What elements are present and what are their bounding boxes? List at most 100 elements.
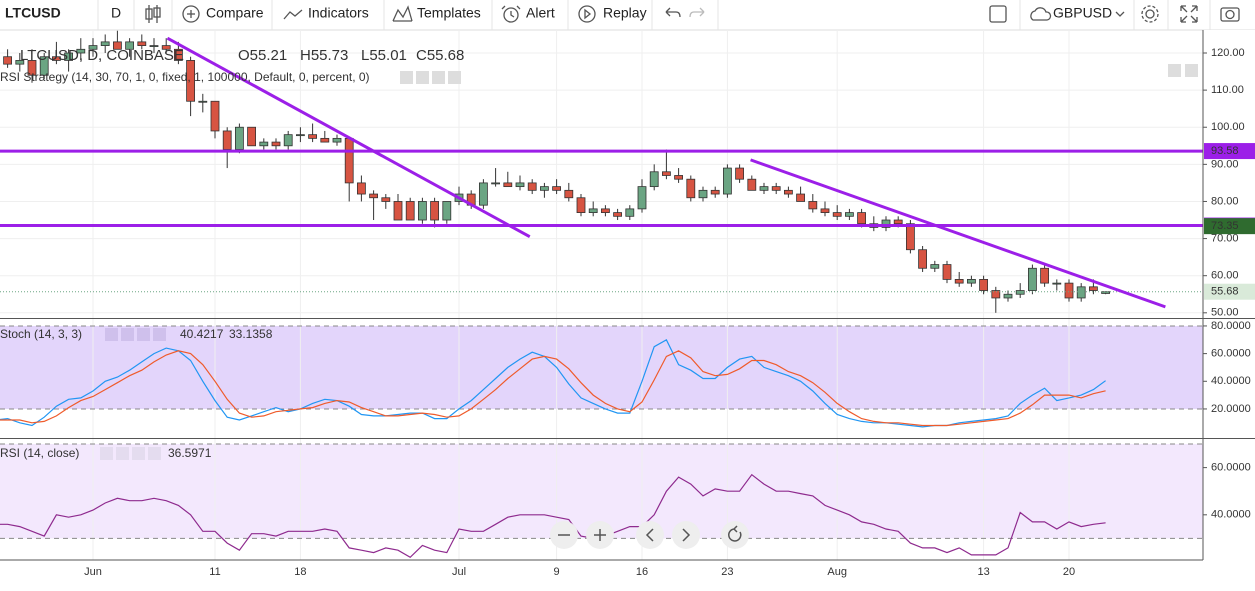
x-tick-label: 9 [554,566,560,578]
candle-body [88,45,98,50]
strategy-buttons[interactable] [400,71,461,84]
candle-body [344,137,354,184]
ohlc-open: O55.21 [238,47,287,64]
candle-body [674,175,683,180]
interval[interactable]: D [111,5,121,21]
y-tick-label: 80.00 [1211,195,1239,207]
candle-body [381,197,391,202]
fullscreen-icon[interactable] [1180,5,1198,23]
alert-button[interactable]: Alert [526,5,555,21]
candle-body [503,182,513,188]
candle-body [491,182,501,185]
snapshot-icon[interactable] [1220,7,1240,22]
candle-body [515,182,525,188]
candle-body [430,201,440,221]
indicators-button[interactable]: Indicators [308,5,369,21]
candle-body [1003,293,1013,299]
y-tick-label: 60.0000 [1211,348,1251,360]
trend-line [166,36,531,239]
zoom-out-button[interactable] [550,521,578,549]
settings-icon[interactable] [1141,5,1159,23]
y-tick-label: 70.00 [1211,232,1239,244]
currency[interactable]: GBPUSD [1053,5,1112,21]
stoch-buttons[interactable] [105,328,166,341]
candle-body [393,201,403,221]
indicators-icon[interactable] [283,9,303,20]
x-tick-label: Jul [452,566,466,578]
candle-body [271,141,281,147]
candle-body [100,41,110,46]
candle-body [552,186,561,191]
rsi-value: 36.5971 [168,446,212,460]
candle-body [1064,282,1074,299]
candle-body [784,189,793,195]
y-tick-label: 110.00 [1211,84,1244,96]
candle-body [747,178,757,191]
rsi-buttons[interactable] [100,447,161,460]
candle-body [39,56,49,76]
navigation-buttons [550,521,749,549]
y-tick-label: 40.0000 [1211,375,1251,387]
templates-icon[interactable] [392,5,413,22]
x-tick-label: 11 [209,566,220,578]
candle-body [613,212,622,217]
chart-style-icon[interactable] [145,5,161,23]
scroll-left-button[interactable] [636,521,664,549]
currency-icon[interactable] [1030,7,1052,21]
candle-body [283,134,293,147]
hline-price-box [1204,143,1255,160]
replay-button[interactable]: Replay [603,5,647,21]
scroll-right-button[interactable] [672,521,700,549]
indicator-line [0,350,1106,427]
candle-body [710,189,720,195]
reset-button[interactable] [721,521,749,549]
symbol[interactable]: LTCUSD [5,5,61,21]
candle-body [1015,290,1025,295]
candle-body [186,60,196,102]
candle-body [954,279,964,284]
replay-icon[interactable] [578,5,596,23]
stoch-title: Stoch (14, 3, 3) [0,327,82,341]
pane-buttons[interactable] [1168,64,1198,77]
currency-chevron[interactable] [1115,11,1125,17]
candle-body [417,201,427,221]
candle-body [662,171,671,176]
y-tick-label: 40.0000 [1211,509,1251,521]
candle-body [1028,267,1037,291]
candle-body [906,223,915,251]
templates-button[interactable]: Templates [417,5,481,21]
candle-body [247,126,257,147]
candle-body [527,182,537,191]
compare-button[interactable]: Compare [206,5,264,21]
candle-body [161,45,171,50]
candle-body [52,56,61,61]
rsi-title: RSI (14, close) [0,446,79,460]
candle-body [1089,286,1098,291]
undo-icon[interactable] [665,7,681,18]
candle-body [637,186,647,210]
alert-icon[interactable] [501,5,521,23]
candle-body [857,212,866,225]
candle-body [1076,286,1086,299]
candle-body [881,219,891,228]
x-tick-label: 18 [294,566,306,578]
ohlc-low: L55.01 [361,47,407,64]
candle-body [698,189,708,199]
candle-body [308,134,318,139]
candle-body [295,134,305,137]
candle-body [125,41,134,50]
candle-body [796,193,805,202]
zoom-in-button[interactable] [586,521,614,549]
strategy-label: RSI Strategy (14, 30, 70, 1, 0, fixed, 1… [0,70,370,84]
candle-body [893,219,903,225]
x-tick-label: Jun [84,566,102,578]
trend-line [750,158,1166,309]
candle-body [320,137,330,143]
candle-body [3,56,12,65]
legends: LTCUSD, D, COINBASE O55.21 H55.73 L55.01… [0,47,1198,460]
compare-icon[interactable] [182,5,200,23]
layout-icon[interactable] [989,5,1007,23]
last-price-label: 55.68 [1211,286,1239,298]
candle-body [820,208,830,213]
redo-icon[interactable] [689,7,705,18]
